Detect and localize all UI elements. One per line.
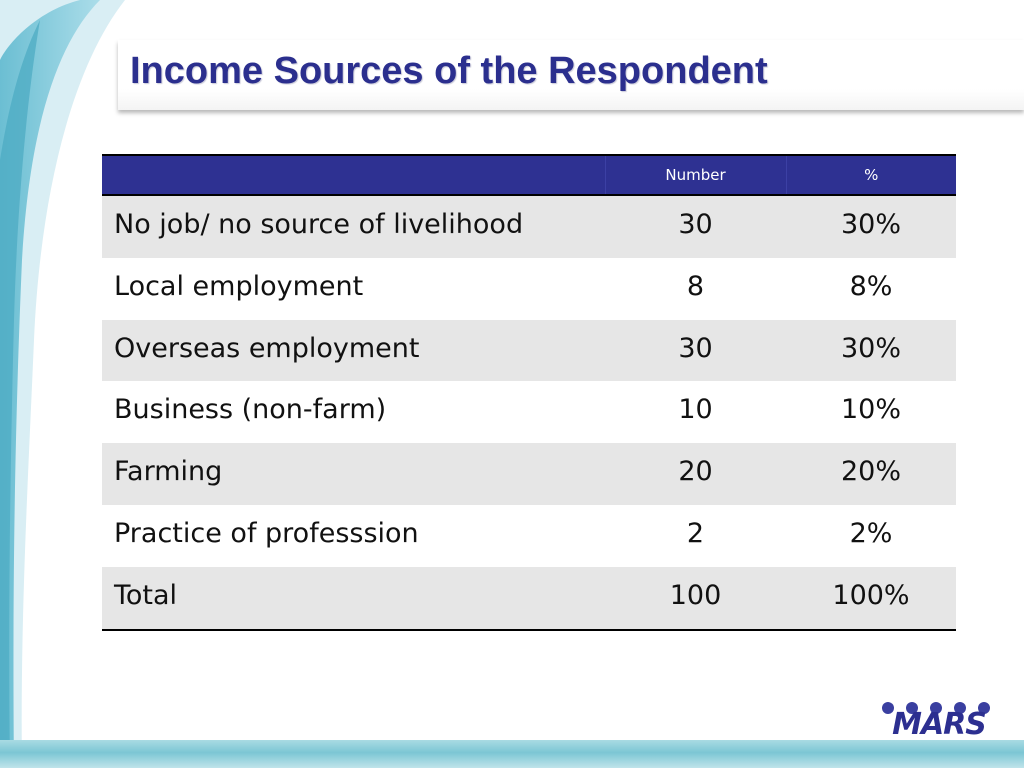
- row-number: 30: [678, 209, 713, 240]
- row-label: Local employment: [114, 270, 364, 302]
- row-label: No job/ no source of livelihood: [114, 209, 524, 240]
- row-percent: 30%: [840, 209, 901, 240]
- row-number: 30: [678, 332, 713, 364]
- row-number: 100: [669, 579, 722, 611]
- row-percent: 20%: [840, 456, 901, 488]
- row-percent: 8%: [849, 270, 893, 302]
- row-percent: 100%: [832, 579, 910, 611]
- row-percent: 30%: [840, 332, 901, 364]
- header-number: Number: [604, 155, 786, 196]
- table-row: Local employment 8 8%: [102, 257, 956, 320]
- row-number: 10: [678, 394, 713, 426]
- row-label: Practice of professsion: [114, 517, 419, 549]
- table-header-row: Number %: [102, 155, 956, 196]
- mars-logo: MARS: [892, 707, 987, 742]
- row-label: Business (non-farm): [114, 394, 387, 426]
- table-row: Farming 20 20%: [102, 443, 956, 505]
- row-number: 8: [686, 270, 705, 302]
- row-percent: 2%: [849, 517, 893, 549]
- bottom-accent-bar: [0, 740, 1024, 768]
- title-band: [118, 40, 1024, 110]
- row-number: 2: [686, 517, 705, 549]
- table-row: Practice of professsion 2 2%: [102, 504, 956, 567]
- table-row: Overseas employment 30 30%: [102, 319, 956, 382]
- row-number: 20: [678, 456, 713, 488]
- mars-logo-dots: [882, 702, 990, 714]
- row-label: Overseas employment: [114, 332, 420, 364]
- left-swoosh-decoration: [0, 0, 125, 768]
- row-label: Farming: [114, 456, 223, 488]
- table-row-total: Total 100 100%: [102, 566, 956, 630]
- header-percent: %: [785, 155, 956, 196]
- row-label: Total: [114, 579, 178, 611]
- income-sources-table: Number % No job/ no source of livelihood…: [102, 154, 956, 631]
- table-row: No job/ no source of livelihood 30 30%: [102, 195, 956, 258]
- table-row: Business (non-farm) 10 10%: [102, 381, 956, 444]
- header-label: [102, 155, 605, 196]
- slide-title: Income Sources of the Respondent: [130, 50, 768, 92]
- row-percent: 10%: [840, 394, 901, 426]
